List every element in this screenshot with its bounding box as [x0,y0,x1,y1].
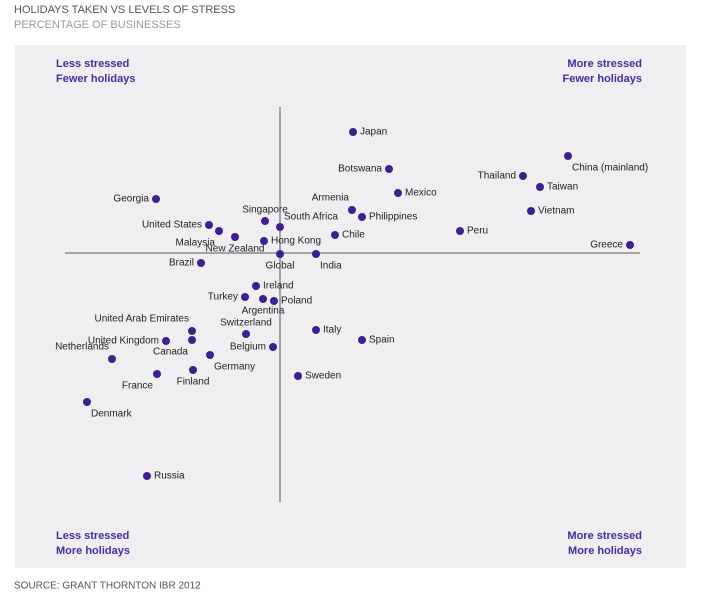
point-label: Malaysia [176,238,216,249]
point-label: Spain [369,335,395,346]
point [270,297,278,305]
point [261,217,269,225]
point [242,330,250,338]
point [189,366,197,374]
point-label: Armenia [312,193,350,204]
point-label: Russia [154,471,185,482]
point [358,213,366,221]
quadrant-label: Less stressed [56,58,129,70]
point [252,282,260,290]
point [269,343,277,351]
point-label: France [122,381,154,392]
point-label: Turkey [208,292,238,303]
point-label: Netherlands [55,342,109,353]
point-label: Ireland [263,281,294,292]
quadrant-label: Less stressed [56,530,129,542]
point-label: Chile [342,230,365,241]
point-label: Singapore [242,205,288,216]
point-label: Global [266,261,295,272]
point [294,372,302,380]
point [564,152,572,160]
point [536,183,544,191]
source: SOURCE: GRANT THORNTON IBR 2012 [14,581,201,592]
quadrant-label: More stressed [567,530,642,542]
point [527,207,535,215]
point [260,237,268,245]
point-label: Argentina [242,306,285,317]
point [626,241,634,249]
point-label: Italy [323,325,341,336]
point-label: United Arab Emirates [95,314,190,325]
point [276,250,284,258]
point [83,398,91,406]
point-label: India [320,261,342,272]
point-label: South Africa [284,212,338,223]
point [153,370,161,378]
point [276,223,284,231]
point-label: Belgium [230,342,266,353]
point [348,206,356,214]
point-label: Vietnam [538,206,575,217]
point [394,189,402,197]
point [259,295,267,303]
point [197,259,205,267]
point-label: Botswana [338,164,382,175]
point-label: Brazil [169,258,194,269]
point-label: Peru [467,226,488,237]
quadrant-label: Fewer holidays [563,73,642,85]
point-label: Taiwan [547,182,578,193]
point-label: Thailand [478,171,516,182]
point [108,355,116,363]
point [143,472,151,480]
point-label: Sweden [305,371,341,382]
point [312,326,320,334]
point [358,336,366,344]
point [231,233,239,241]
plot-area [15,45,686,568]
point-label: Georgia [113,194,149,205]
point-label: Finland [177,377,210,388]
point [162,337,170,345]
point-label: Japan [360,127,387,138]
quadrant-label: More holidays [56,545,130,557]
point-label: United Kingdom [88,336,159,347]
quadrant-label: Fewer holidays [56,73,135,85]
point-label: Switzerland [220,318,272,329]
point [349,128,357,136]
point [241,293,249,301]
point [206,351,214,359]
point-label: Denmark [91,409,133,420]
point [456,227,464,235]
point-label: China (mainland) [572,163,648,174]
point-label: Germany [214,362,255,373]
point-label: Greece [590,240,623,251]
point [152,195,160,203]
quadrant-label: More stressed [567,58,642,70]
point-label: United States [142,220,202,231]
point-label: Philippines [369,212,417,223]
point [215,227,223,235]
point [188,327,196,335]
chart-subtitle: PERCENTAGE OF BUSINESSES [14,19,181,31]
point [205,221,213,229]
point [312,250,320,258]
point-label: Poland [281,296,312,307]
point-label: Hong Kong [271,236,321,247]
point-label: Canada [153,347,188,358]
point [188,336,196,344]
point [331,231,339,239]
point [385,165,393,173]
quadrant-label: More holidays [568,545,642,557]
point-label: Mexico [405,188,437,199]
chart-title: HOLIDAYS TAKEN VS LEVELS OF STRESS [14,4,235,16]
point [519,172,527,180]
point-label: New Zealand [206,244,265,255]
